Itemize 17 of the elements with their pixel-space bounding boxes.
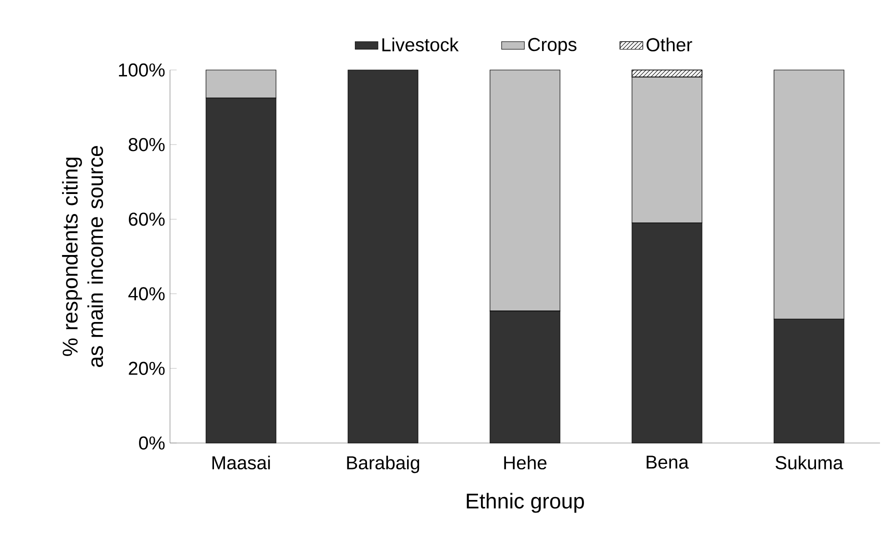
x-tick-label: Maasai (212, 456, 270, 470)
y-tick-label: 40% (128, 287, 165, 300)
x-tick-label: Bena (646, 456, 689, 469)
x-axis-title: Ethnic group (466, 492, 584, 513)
legend-label: Crops (528, 38, 576, 55)
y-tick-label: 80% (128, 138, 165, 152)
x-tick-label: Barabaig (347, 456, 420, 474)
legend-label: Other (646, 38, 692, 52)
x-tick-label: Sukuma (776, 456, 844, 470)
y-tick-label: 0% (139, 436, 165, 450)
y-tick-label: 100% (118, 63, 165, 77)
bar (348, 70, 418, 444)
legend-label: Livestock (382, 38, 459, 52)
y-tick-label: 60% (128, 212, 165, 226)
y-tick-label: 20% (128, 362, 165, 375)
y-axis-title: % respondents citing as main income source (62, 146, 104, 368)
x-tick-label: Hehe (504, 456, 546, 470)
